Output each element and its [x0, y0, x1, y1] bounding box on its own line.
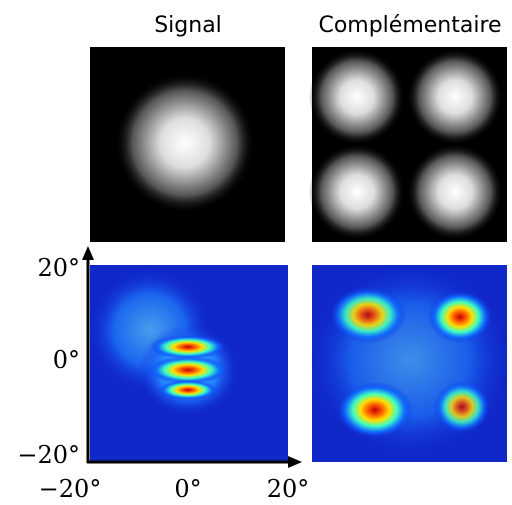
x-tick-label: −20° — [39, 475, 102, 503]
x-tick-label: 0° — [174, 475, 201, 503]
signal-measurement — [90, 265, 288, 462]
complementary-simulation — [309, 47, 507, 242]
axes — [82, 246, 302, 468]
signal-simulation — [90, 47, 285, 242]
y-tick-label: 20° — [37, 254, 80, 282]
x-tick-label: 20° — [267, 475, 310, 503]
column-title: Complémentaire — [318, 13, 501, 38]
complementary-measurement — [310, 265, 510, 462]
column-title: Signal — [154, 13, 222, 38]
y-tick-label: −20° — [17, 441, 80, 469]
y-tick-label: 0° — [53, 346, 80, 374]
